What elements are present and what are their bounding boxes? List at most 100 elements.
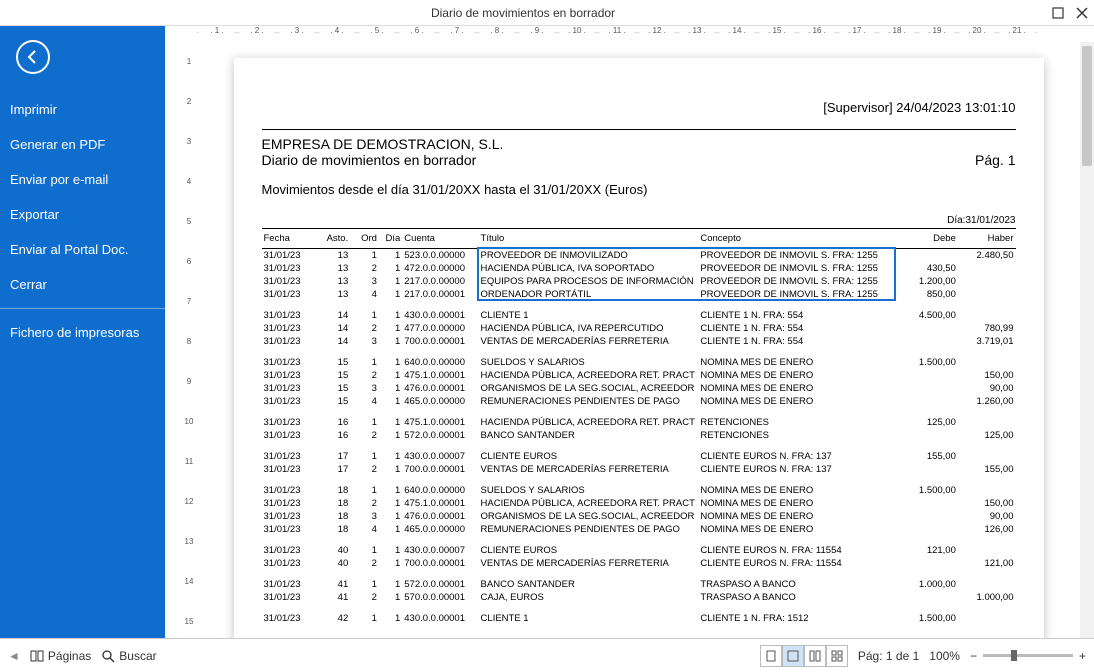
cell (896, 395, 958, 408)
sidebar-item-exportar[interactable]: Exportar (0, 197, 165, 232)
cell: 1 (350, 450, 379, 463)
zoom-in-icon[interactable]: + (1079, 649, 1086, 663)
cell: VENTAS DE MERCADERÍAS FERRETERIA (479, 463, 699, 476)
cell: 1 (379, 356, 402, 369)
sidebar-item-imprimir[interactable]: Imprimir (0, 92, 165, 127)
cell: 430.0.0.00001 (402, 612, 478, 625)
cell: 477.0.0.00000 (402, 322, 478, 335)
cell: 40 (312, 544, 350, 557)
sidebar-item-generar-pdf[interactable]: Generar en PDF (0, 127, 165, 162)
table-row: 31/01/231821475.1.0.00001HACIENDA PÚBLIC… (262, 497, 1016, 510)
cell: 1 (379, 510, 402, 523)
cell: 14 (312, 335, 350, 348)
table-row: 31/01/231321472.0.0.00000HACIENDA PÚBLIC… (262, 262, 1016, 275)
cell: 2 (350, 262, 379, 275)
cell: 700.0.0.00001 (402, 557, 478, 570)
cell: HACIENDA PÚBLICA, ACREEDORA RET. PRACT (479, 369, 699, 382)
cell: BANCO SANTANDER (479, 429, 699, 442)
zoom-track[interactable] (983, 654, 1073, 657)
cell: 18 (312, 484, 350, 497)
cell: 1 (350, 309, 379, 322)
cell: 1.200,00 (896, 275, 958, 288)
table-row: 31/01/234111572.0.0.00001BANCO SANTANDER… (262, 578, 1016, 591)
sidebar-item-fichero-impresoras[interactable]: Fichero de impresoras (0, 315, 165, 350)
report-viewer: . 1 . . 2 . . 3 . . 4 . . 5 . . 6 . . 7 … (165, 26, 1094, 638)
cell: 1.260,00 (958, 395, 1016, 408)
cell: 31/01/23 (262, 262, 313, 275)
cell: 41 (312, 591, 350, 604)
cell: CLIENTE 1 N. FRA: 1512 (698, 612, 896, 625)
cell: RETENCIONES (698, 429, 896, 442)
cell: 17 (312, 450, 350, 463)
scrollbar-thumb[interactable] (1082, 46, 1092, 166)
table-row: 31/01/231811640.0.0.00000SUELDOS Y SALAR… (262, 484, 1016, 497)
table-row: 31/01/231831476.0.0.00001ORGANISMOS DE L… (262, 510, 1016, 523)
cell: NOMINA MES DE ENERO (698, 523, 896, 536)
cell: 476.0.0.00001 (402, 382, 478, 395)
zoom-out-icon[interactable]: − (970, 649, 977, 663)
cell: 217.0.0.00000 (402, 275, 478, 288)
table-row: 31/01/231621572.0.0.00001BANCO SANTANDER… (262, 429, 1016, 442)
cell: 700.0.0.00001 (402, 335, 478, 348)
cell: 1 (350, 578, 379, 591)
cell: TRASPASO A BANCO (698, 591, 896, 604)
cell: 3 (350, 275, 379, 288)
cell: 1 (379, 335, 402, 348)
cell: 523.0.0.00000 (402, 249, 478, 263)
cell: 150,00 (958, 497, 1016, 510)
cell: 780,99 (958, 322, 1016, 335)
sidebar-item-portal-doc[interactable]: Enviar al Portal Doc. (0, 232, 165, 267)
maximize-button[interactable] (1046, 1, 1070, 25)
cell: 42 (312, 612, 350, 625)
cell (896, 369, 958, 382)
group-gap (262, 476, 1016, 484)
cell: 1 (379, 309, 402, 322)
cell: 18 (312, 510, 350, 523)
report-company: EMPRESA DE DEMOSTRACION, S.L. (262, 136, 1016, 152)
view-mode-2[interactable] (782, 645, 804, 667)
cell: 217.0.0.00001 (402, 288, 478, 301)
cell: NOMINA MES DE ENERO (698, 484, 896, 497)
cell: ORGANISMOS DE LA SEG.SOCIAL, ACREEDOR (479, 510, 699, 523)
cell: 476.0.0.00001 (402, 510, 478, 523)
cell: RETENCIONES (698, 416, 896, 429)
view-mode-4[interactable] (826, 645, 848, 667)
zoom-thumb[interactable] (1011, 650, 1017, 661)
cell: 31/01/23 (262, 275, 313, 288)
buscar-button[interactable]: Buscar (101, 649, 156, 663)
back-button[interactable] (16, 40, 50, 74)
cell: 17 (312, 463, 350, 476)
zoom-slider[interactable]: − + (970, 649, 1086, 663)
cell (896, 322, 958, 335)
sidebar-item-cerrar[interactable]: Cerrar (0, 267, 165, 302)
report-subtitle: Diario de movimientos en borrador (262, 152, 477, 168)
view-mode-3[interactable] (804, 645, 826, 667)
paginas-button[interactable]: Páginas (30, 649, 91, 663)
cell: CLIENTE 1 N. FRA: 554 (698, 335, 896, 348)
cell: 1 (379, 591, 402, 604)
close-button[interactable] (1070, 1, 1094, 25)
cell: 31/01/23 (262, 309, 313, 322)
cell: PROVEEDOR DE INMOVIL S. FRA: 1255 (698, 249, 896, 263)
cell: 1 (379, 395, 402, 408)
view-mode-1[interactable] (760, 645, 782, 667)
scroll-left-icon[interactable]: ◄ (8, 649, 20, 663)
cell: 2 (350, 557, 379, 570)
page-scroll-area[interactable]: [Supervisor] 24/04/2023 13:01:10 EMPRESA… (197, 42, 1080, 638)
col-haber: Haber (958, 229, 1016, 249)
statusbar: ◄ Páginas Buscar Pág: 1 de 1 100% − + (0, 638, 1094, 672)
vertical-scrollbar[interactable] (1080, 42, 1094, 638)
cell: 13 (312, 249, 350, 263)
cell: 155,00 (896, 450, 958, 463)
cell: 1 (379, 484, 402, 497)
cell: 2 (350, 497, 379, 510)
cell: 121,00 (958, 557, 1016, 570)
cell: 40 (312, 557, 350, 570)
cell: 15 (312, 356, 350, 369)
cell: 1 (379, 369, 402, 382)
cell (958, 275, 1016, 288)
cell: 1 (350, 356, 379, 369)
report-user-timestamp: [Supervisor] 24/04/2023 13:01:10 (262, 100, 1016, 115)
sidebar-item-enviar-email[interactable]: Enviar por e-mail (0, 162, 165, 197)
horizontal-ruler: . 1 . . 2 . . 3 . . 4 . . 5 . . 6 . . 7 … (197, 26, 1078, 42)
